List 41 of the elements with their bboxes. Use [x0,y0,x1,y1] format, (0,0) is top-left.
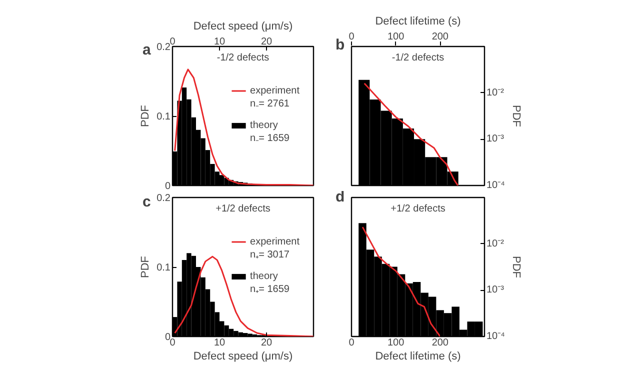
y-tick-label: 10⁻⁴ [486,180,505,191]
text: b [336,36,345,54]
x-axis-title: Defect speed (μm/s) [193,20,293,32]
x-axis-title: Defect lifetime (s) [375,350,461,362]
y-axis-title: PDF [140,256,152,278]
text: a [142,42,152,58]
text: -1/2 defects [392,52,444,64]
x-tick-label: 10 [214,338,226,348]
text: d [336,188,345,206]
y-tick-label: 10⁻³ [486,134,505,145]
legend-label: experiment n₋= 2761 [250,85,300,110]
x-tick-label: 100 [387,338,405,348]
text: +1/2 defects [390,204,446,214]
x-axis-title: Defect lifetime (s) [375,16,461,28]
y-axis-title: PDF [510,256,522,278]
y-tick-label: 0.2 [156,193,171,204]
x-tick-label: 200 [432,338,449,348]
y-tick-label: 0 [164,181,171,192]
x-tick-label: 20 [260,338,272,348]
x-axis-title: Defect speed (μm/s) [193,350,293,362]
text: c [142,194,151,210]
legend-label: theory n₋= 1659 [250,120,290,144]
y-tick-label: 10⁻² [486,238,505,250]
x-tick-label: 0 [348,338,355,348]
x-tick-label: 200 [432,32,449,42]
x-tick-label: 0 [348,32,355,42]
y-axis-title: PDF [510,105,522,128]
y-tick-label: 10⁻³ [486,284,505,296]
y-tick-label: 0.1 [156,262,171,274]
x-tick-label: 10 [214,36,226,48]
y-tick-label: 10⁻⁴ [486,331,505,342]
y-tick-label: 0.2 [156,42,171,53]
legend-label: theory n₊= 1659 [250,271,290,296]
text: +1/2 defects [216,204,270,214]
y-tick-label: 0.1 [156,112,171,122]
text: -1/2 defects [216,52,270,64]
x-tick-label: 100 [387,32,405,42]
y-tick-label: 10⁻² [486,87,505,98]
legend-label: experiment n₊= 3017 [250,236,300,260]
y-axis-title: PDF [140,104,152,127]
x-tick-label: 20 [260,36,272,48]
